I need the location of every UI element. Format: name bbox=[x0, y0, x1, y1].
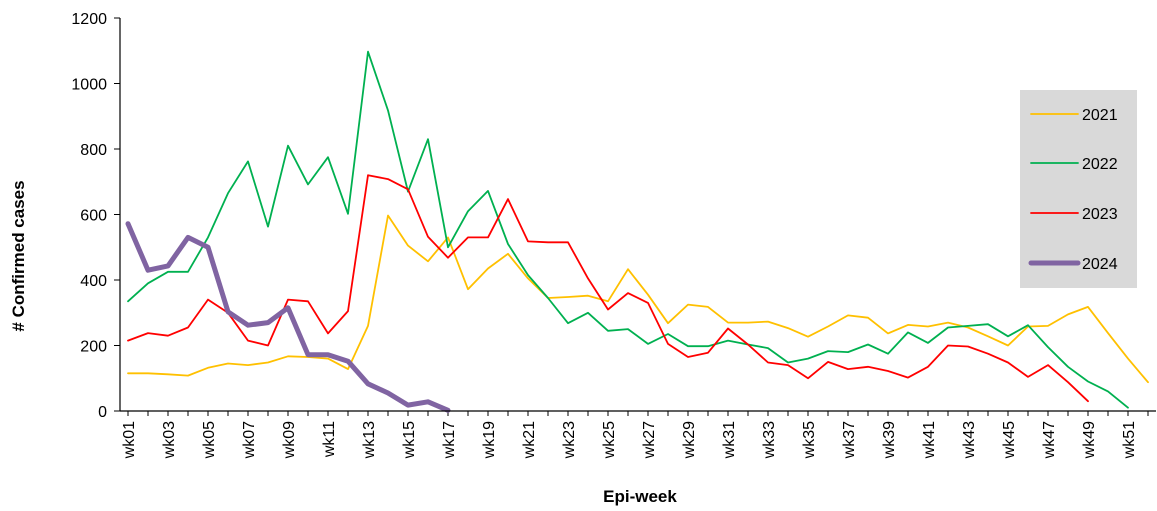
x-tick-label: wk37 bbox=[841, 421, 858, 459]
x-axis-ticks: wk01 wk03 wk05 wk07 wk09 wk11 wk13 wk15 wk17 wk19… bbox=[121, 411, 1149, 459]
x-tick-label: wk33 bbox=[761, 421, 778, 459]
x-tick-label: wk19 bbox=[481, 421, 498, 459]
series-line-2024 bbox=[125, 221, 451, 413]
x-tick-label: wk15 bbox=[401, 421, 418, 459]
x-tick-label: wk41 bbox=[921, 421, 938, 459]
x-axis-title: Epi-week bbox=[603, 487, 677, 506]
x-tick-label: wk09 bbox=[281, 421, 298, 459]
x-tick-label: wk49 bbox=[1081, 421, 1098, 459]
x-tick-label: wk13 bbox=[361, 421, 378, 459]
legend: 2021 2022 2023 2024 bbox=[1028, 107, 1118, 273]
x-tick-label: wk23 bbox=[561, 421, 578, 459]
x-tick-label: wk11 bbox=[321, 421, 338, 458]
x-tick-label: wk45 bbox=[1001, 421, 1018, 459]
legend-label-2022: 2022 bbox=[1082, 156, 1118, 173]
x-tick-label: wk47 bbox=[1041, 421, 1058, 459]
y-axis-title: # Confirmed cases bbox=[9, 180, 28, 331]
y-tick-label: 0 bbox=[98, 404, 107, 421]
y-tick-label: 1000 bbox=[71, 77, 107, 94]
x-tick-label: wk05 bbox=[201, 421, 218, 459]
series-line-2021 bbox=[127, 214, 1149, 384]
legend-label-2024: 2024 bbox=[1082, 256, 1118, 273]
x-tick-label: wk21 bbox=[521, 421, 538, 459]
series-lines bbox=[125, 50, 1149, 413]
y-tick-label: 800 bbox=[80, 142, 107, 159]
series-line-2022 bbox=[127, 50, 1129, 409]
x-tick-label: wk03 bbox=[161, 421, 178, 459]
y-tick-label: 600 bbox=[80, 208, 107, 225]
x-tick-label: wk17 bbox=[441, 421, 458, 459]
legend-box bbox=[1020, 90, 1137, 288]
y-tick-label: 400 bbox=[80, 273, 107, 290]
x-tick-label: wk39 bbox=[881, 421, 898, 459]
x-tick-label: wk31 bbox=[721, 421, 738, 459]
x-tick-label: wk07 bbox=[241, 421, 258, 459]
x-tick-label: wk01 bbox=[121, 421, 138, 459]
y-tick-label: 1200 bbox=[71, 11, 107, 28]
x-tick-label: wk35 bbox=[801, 421, 818, 459]
x-tick-label: wk51 bbox=[1121, 421, 1138, 459]
series-line-2023 bbox=[127, 174, 1089, 403]
legend-label-2021: 2021 bbox=[1082, 107, 1118, 124]
y-tick-label: 200 bbox=[80, 339, 107, 356]
y-axis-ticks: 0 200 400 600 800 1000 1200 bbox=[71, 11, 120, 421]
legend-label-2023: 2023 bbox=[1082, 206, 1118, 223]
x-tick-label: wk29 bbox=[681, 421, 698, 459]
x-tick-label: wk43 bbox=[961, 421, 978, 459]
x-tick-label: wk27 bbox=[641, 421, 658, 459]
x-tick-label: wk25 bbox=[601, 421, 618, 459]
